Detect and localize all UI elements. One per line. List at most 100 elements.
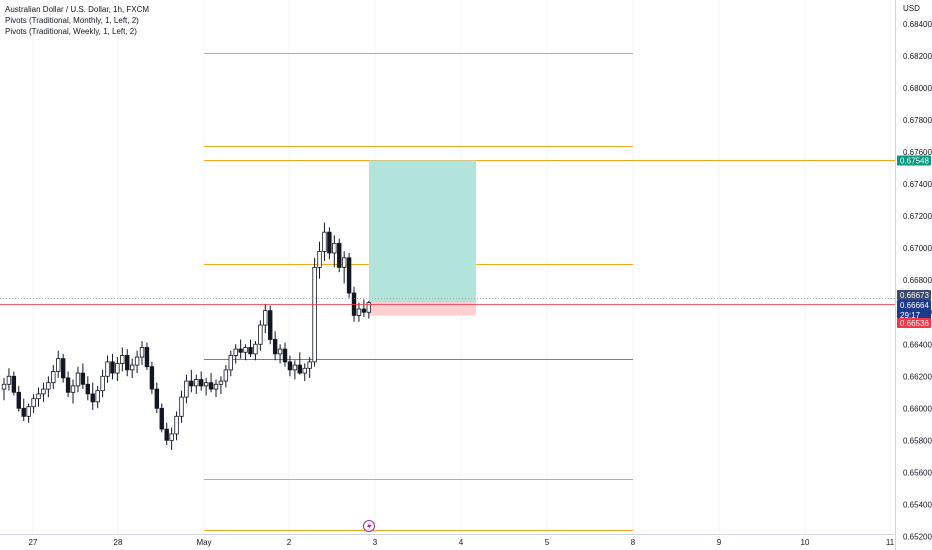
last-high-tag-bg xyxy=(897,290,931,300)
candle xyxy=(203,377,209,396)
current-price-tag-countdown: 29:17 xyxy=(900,311,921,320)
candle-body-up xyxy=(341,257,347,268)
candle xyxy=(272,331,278,361)
candle xyxy=(198,371,204,391)
candle-body-up xyxy=(223,369,229,382)
candle xyxy=(90,382,95,410)
candle xyxy=(80,363,86,390)
candle-body-down xyxy=(238,348,243,353)
price-tick-label: 0.66800 xyxy=(903,276,932,285)
candle xyxy=(243,344,248,361)
candle-body-down xyxy=(21,407,26,417)
candle xyxy=(36,387,41,407)
candle xyxy=(327,227,332,260)
candle-body-down xyxy=(198,379,204,387)
candle xyxy=(105,355,110,383)
candle xyxy=(302,363,307,382)
currency-label: USD xyxy=(903,4,920,13)
pivot-levels xyxy=(204,53,895,531)
candle-body-up xyxy=(356,308,362,316)
time-tick-label: 8 xyxy=(631,538,636,547)
stop-loss-tag-bg xyxy=(897,318,931,328)
candle-body-down xyxy=(272,339,278,355)
symbol-title[interactable]: Australian Dollar / U.S. Dollar, 1h, FXC… xyxy=(5,5,150,14)
current-price-tag-label: 0.66664 xyxy=(900,301,929,310)
price-tick-label: 0.66200 xyxy=(903,372,932,381)
candle-body-up xyxy=(75,372,81,387)
candle xyxy=(159,403,164,433)
price-tick-label: 0.67800 xyxy=(903,116,932,125)
last-high-tag-label: 0.66673 xyxy=(900,291,929,300)
candle xyxy=(258,320,263,351)
monthly-pivots-label[interactable]: Pivots (Traditional, Monthly, 1, Left, 2… xyxy=(5,16,139,25)
candle xyxy=(312,257,317,367)
price-tick-label: 0.65800 xyxy=(903,436,932,445)
candle-body-up xyxy=(169,433,174,441)
candle xyxy=(120,347,125,372)
candle-body-up xyxy=(134,356,140,366)
candle xyxy=(233,344,238,364)
candle-body-up xyxy=(317,250,322,268)
candle-body-down xyxy=(287,361,293,371)
candle-body-up xyxy=(174,415,179,435)
candle-body-up xyxy=(46,382,51,390)
chart-legend: Australian Dollar / U.S. Dollar, 1h, FXC… xyxy=(5,4,149,37)
long-position-tool[interactable] xyxy=(369,160,476,316)
candle xyxy=(129,358,135,378)
candle-body-up xyxy=(218,380,224,385)
candle-body-up xyxy=(26,406,31,417)
candle-body-up xyxy=(184,380,189,398)
candle-body-up xyxy=(243,347,248,353)
candle-body-up xyxy=(332,242,337,254)
candle-body-up xyxy=(56,358,61,372)
candle xyxy=(317,241,322,279)
candle xyxy=(95,385,100,409)
candle xyxy=(6,368,12,391)
candle-body-down xyxy=(268,310,273,340)
weekly-pivots-label[interactable]: Pivots (Traditional, Weekly, 1, Left, 2) xyxy=(5,27,137,36)
candle-body-up xyxy=(179,396,184,417)
time-tick-label: 4 xyxy=(459,538,464,547)
candle-body-up xyxy=(120,355,125,364)
candle-body-down xyxy=(149,366,155,390)
candle xyxy=(218,376,224,394)
price-axis[interactable]: USD0.684000.682000.680000.678000.676000.… xyxy=(895,0,932,550)
candle xyxy=(164,422,169,446)
candle xyxy=(134,350,140,374)
time-tick-label: May xyxy=(196,538,211,547)
candle xyxy=(1,377,7,401)
candle-body-up xyxy=(263,310,268,326)
candle xyxy=(356,302,362,322)
candle xyxy=(268,305,273,345)
candle-body-up xyxy=(36,393,41,400)
candle-body-up xyxy=(277,348,283,355)
current-price-tag-bg xyxy=(897,300,931,320)
candle-body-down xyxy=(144,347,150,368)
price-tick-label: 0.66400 xyxy=(903,340,932,349)
candle xyxy=(208,373,214,393)
candle-body-up xyxy=(253,343,258,355)
candle xyxy=(184,374,189,404)
candle-body-up xyxy=(105,361,110,377)
time-tick-label: 5 xyxy=(545,538,550,547)
candle-body-up xyxy=(194,379,199,387)
candle xyxy=(41,382,46,402)
take-profit-tag: 0.67548 xyxy=(897,155,931,166)
candle xyxy=(277,344,283,364)
time-axis[interactable]: 27 28 May 2 3 4 5 8 9 10 11 xyxy=(0,534,895,548)
candle xyxy=(60,353,66,383)
candle-body-down xyxy=(337,242,342,268)
candle-body-up xyxy=(302,367,307,374)
candle xyxy=(253,341,258,361)
candle-body-down xyxy=(282,348,288,363)
candle-body-down xyxy=(11,375,17,393)
candle xyxy=(16,385,21,412)
candle-body-up xyxy=(233,348,238,356)
price-tick-label: 0.67000 xyxy=(903,244,932,253)
candle xyxy=(75,366,81,393)
candle-body-down xyxy=(16,391,21,409)
lightning-icon-bolt xyxy=(367,522,372,531)
candle-body-down xyxy=(248,347,253,355)
price-tick-label: 0.67400 xyxy=(903,180,932,189)
